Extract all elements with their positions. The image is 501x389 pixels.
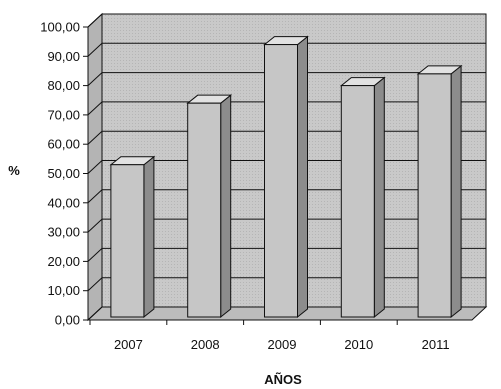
y-tick-label: 50,00 [47, 166, 80, 181]
bar-2010 [339, 76, 386, 319]
y-tick-label: 60,00 [47, 137, 80, 152]
bar-front [264, 44, 298, 318]
bar-front [187, 102, 222, 318]
bar-side [220, 94, 232, 319]
y-tick-label: 70,00 [47, 107, 80, 122]
bar-2009 [263, 35, 309, 319]
bar-2011 [416, 64, 463, 319]
x-axis: 2007 2008 2009 2010 2011 [88, 319, 472, 352]
y-tick-label: 10,00 [47, 283, 80, 298]
x-tick-label: 2011 [422, 337, 450, 352]
y-axis-label: % [8, 163, 20, 178]
bar-side [373, 76, 385, 319]
bar-2008 [186, 94, 233, 319]
x-tick-label: 2009 [268, 337, 297, 352]
bar-front [110, 164, 145, 318]
y-tick-label: 30,00 [47, 225, 80, 240]
x-axis-label: AÑOS [264, 372, 302, 387]
y-axis: 0,00 10,00 20,00 30,00 40,00 50,00 60,00 70,00 8… [40, 20, 89, 328]
y-tick-label: 90,00 [47, 49, 80, 64]
x-tick-label: 2007 [114, 337, 143, 352]
bar-2007 [109, 155, 156, 319]
bar-front [340, 85, 375, 318]
bar-front [417, 73, 452, 318]
bar-side [297, 35, 308, 319]
gridline [87, 72, 486, 86]
y-tick-label: 80,00 [47, 78, 80, 93]
bar-side [143, 155, 155, 319]
x-tick-label: 2010 [344, 337, 373, 352]
bars [109, 35, 463, 319]
gridline [87, 42, 486, 57]
y-tick-label: 100,00 [40, 20, 80, 35]
y-tick-label: 0,00 [55, 313, 80, 328]
y-tick-label: 40,00 [47, 195, 80, 210]
bar-side [450, 64, 462, 319]
y-tick-label: 20,00 [47, 254, 80, 269]
gridline [87, 13, 486, 28]
x-tick-label: 2008 [191, 337, 220, 352]
